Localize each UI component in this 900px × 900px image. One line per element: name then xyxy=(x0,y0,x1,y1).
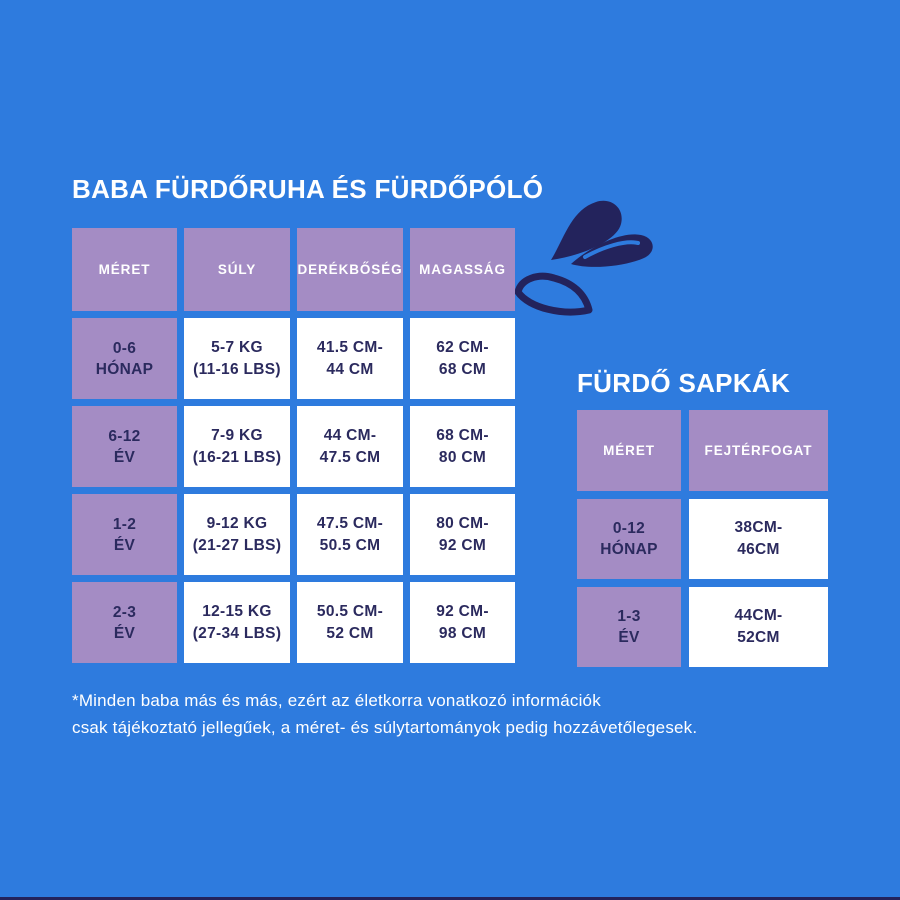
waist-cell: 44 CM- 47.5 CM xyxy=(297,406,403,487)
waist-cell: 41.5 CM- 44 CM xyxy=(297,318,403,399)
size-cell: 0-6 HÓNAP xyxy=(72,318,177,399)
size-cell: 1-3 ÉV xyxy=(577,587,681,667)
height-cell: 80 CM- 92 CM xyxy=(410,494,515,575)
height-cell: 68 CM- 80 CM xyxy=(410,406,515,487)
column-header-size: MÉRET xyxy=(577,410,681,491)
footnote-line-2: csak tájékoztató jellegűek, a méret- és … xyxy=(72,718,698,737)
caps-table-title: FÜRDŐ SAPKÁK xyxy=(577,368,791,398)
size-cell: 0-12 HÓNAP xyxy=(577,499,681,579)
waist-cell: 47.5 CM- 50.5 CM xyxy=(297,494,403,575)
head-circumference-cell: 38CM- 46CM xyxy=(689,499,828,579)
swimwear-size-table: MÉRET SÚLY DERÉKBŐSÉG MAGASSÁG 0-6 HÓNAP… xyxy=(72,228,515,663)
column-header-head-circumference: FEJTÉRFOGAT xyxy=(689,410,828,491)
head-circumference-cell: 44CM- 52CM xyxy=(689,587,828,667)
column-header-height: MAGASSÁG xyxy=(410,228,515,311)
weight-cell: 7-9 KG (16-21 LBS) xyxy=(184,406,290,487)
footnote-line-1: *Minden baba más és más, ezért az életko… xyxy=(72,691,601,710)
size-cell: 2-3 ÉV xyxy=(72,582,177,663)
footnote: *Minden baba más és más, ezért az életko… xyxy=(72,687,697,741)
height-cell: 92 CM- 98 CM xyxy=(410,582,515,663)
column-header-size: MÉRET xyxy=(72,228,177,311)
column-header-waist: DERÉKBŐSÉG xyxy=(297,228,403,311)
weight-cell: 5-7 KG (11-16 LBS) xyxy=(184,318,290,399)
height-cell: 62 CM- 68 CM xyxy=(410,318,515,399)
swimwear-table-title: BABA FÜRDŐRUHA ÉS FÜRDŐPÓLÓ xyxy=(72,174,544,204)
size-cell: 6-12 ÉV xyxy=(72,406,177,487)
water-splash-icon xyxy=(514,200,653,316)
weight-cell: 12-15 KG (27-34 LBS) xyxy=(184,582,290,663)
weight-cell: 9-12 KG (21-27 LBS) xyxy=(184,494,290,575)
caps-size-table: MÉRET FEJTÉRFOGAT 0-12 HÓNAP 38CM- 46CM … xyxy=(577,410,828,667)
waist-cell: 50.5 CM- 52 CM xyxy=(297,582,403,663)
column-header-weight: SÚLY xyxy=(184,228,290,311)
size-cell: 1-2 ÉV xyxy=(72,494,177,575)
bottom-edge-bar xyxy=(0,897,900,900)
